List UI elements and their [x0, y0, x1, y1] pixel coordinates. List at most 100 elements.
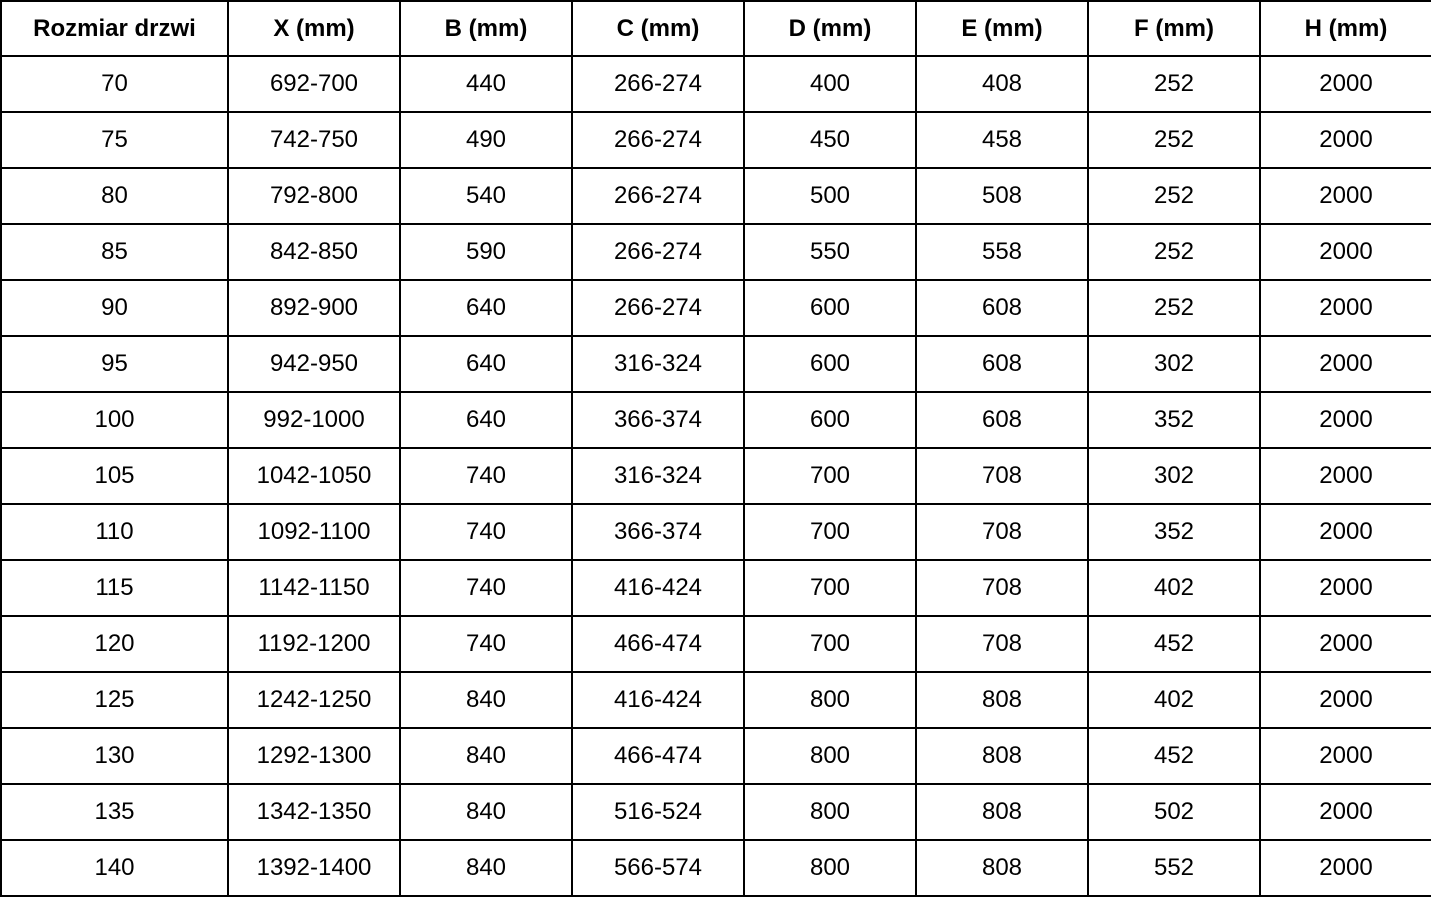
dimension-cell: 590 [399, 223, 573, 281]
dimension-cell: 742-750 [227, 111, 401, 169]
dimension-cell: 450 [743, 111, 917, 169]
table-row: 120 1192-1200 740 466-474 700 708 452 2000 [0, 615, 1431, 673]
dimension-cell: 892-900 [227, 279, 401, 337]
dimension-cell: 640 [399, 391, 573, 449]
table-row: 110 1092-1100 740 366-374 700 708 352 2000 [0, 503, 1431, 561]
dimension-cell: 500 [743, 167, 917, 225]
dimension-cell: 842-850 [227, 223, 401, 281]
dimension-cell: 2000 [1259, 55, 1431, 113]
dimension-cell: 2000 [1259, 671, 1431, 729]
table-row: 70 692-700 440 266-274 400 408 252 2000 [0, 55, 1431, 113]
table-header: Rozmiar drzwi X (mm) B (mm) C (mm) D (mm) E (… [0, 0, 1431, 57]
table-row: 90 892-900 640 266-274 600 608 252 2000 [0, 279, 1431, 337]
dimension-cell: 266-274 [571, 55, 745, 113]
dimension-cell: 700 [743, 447, 917, 505]
dimension-cell: 266-274 [571, 279, 745, 337]
dimension-cell: 942-950 [227, 335, 401, 393]
dimension-cell: 366-374 [571, 391, 745, 449]
dimension-cell: 1142-1150 [227, 559, 401, 617]
dimension-cell: 600 [743, 335, 917, 393]
dimension-cell: 608 [915, 335, 1089, 393]
dimension-cell: 708 [915, 503, 1089, 561]
column-header: B (mm) [399, 0, 573, 57]
dimension-cell: 452 [1087, 615, 1261, 673]
dimension-cell: 808 [915, 783, 1089, 841]
dimension-cell: 408 [915, 55, 1089, 113]
dimension-cell: 1092-1100 [227, 503, 401, 561]
dimension-cell: 700 [743, 503, 917, 561]
table-row: 135 1342-1350 840 516-524 800 808 502 2000 [0, 783, 1431, 841]
dimension-cell: 352 [1087, 391, 1261, 449]
door-size-cell: 105 [0, 447, 229, 505]
dimension-cell: 2000 [1259, 727, 1431, 785]
dimension-cell: 252 [1087, 279, 1261, 337]
table-body: 70 692-700 440 266-274 400 408 252 2000 75 742-75… [0, 55, 1431, 897]
dimension-cell: 502 [1087, 783, 1261, 841]
dimension-cell: 400 [743, 55, 917, 113]
dimension-cell: 2000 [1259, 335, 1431, 393]
dimension-cell: 1042-1050 [227, 447, 401, 505]
column-header: F (mm) [1087, 0, 1261, 57]
dimension-cell: 840 [399, 727, 573, 785]
door-size-cell: 130 [0, 727, 229, 785]
dimension-cell: 840 [399, 783, 573, 841]
dimension-cell: 792-800 [227, 167, 401, 225]
door-size-cell: 125 [0, 671, 229, 729]
dimension-cell: 558 [915, 223, 1089, 281]
dimension-cell: 2000 [1259, 447, 1431, 505]
dimension-cell: 1242-1250 [227, 671, 401, 729]
door-size-cell: 120 [0, 615, 229, 673]
dimension-cell: 708 [915, 447, 1089, 505]
dimension-cell: 640 [399, 335, 573, 393]
dimension-cell: 550 [743, 223, 917, 281]
door-size-cell: 115 [0, 559, 229, 617]
table-row: 100 992-1000 640 366-374 600 608 352 2000 [0, 391, 1431, 449]
dimension-cell: 252 [1087, 55, 1261, 113]
dimension-cell: 608 [915, 279, 1089, 337]
dimension-cell: 266-274 [571, 223, 745, 281]
dimension-cell: 700 [743, 559, 917, 617]
dimension-cell: 252 [1087, 223, 1261, 281]
dimension-cell: 466-474 [571, 615, 745, 673]
dimension-cell: 808 [915, 839, 1089, 897]
table-row: 125 1242-1250 840 416-424 800 808 402 2000 [0, 671, 1431, 729]
door-size-cell: 70 [0, 55, 229, 113]
dimension-cell: 366-374 [571, 503, 745, 561]
dimension-cell: 2000 [1259, 839, 1431, 897]
dimension-cell: 458 [915, 111, 1089, 169]
dimension-cell: 600 [743, 391, 917, 449]
door-size-cell: 75 [0, 111, 229, 169]
dimension-cell: 608 [915, 391, 1089, 449]
dimension-cell: 1292-1300 [227, 727, 401, 785]
header-row: Rozmiar drzwi X (mm) B (mm) C (mm) D (mm) E (… [0, 0, 1431, 57]
dimension-cell: 416-424 [571, 559, 745, 617]
door-size-cell: 90 [0, 279, 229, 337]
table-row: 140 1392-1400 840 566-574 800 808 552 2000 [0, 839, 1431, 897]
dimension-cell: 302 [1087, 447, 1261, 505]
dimension-cell: 1342-1350 [227, 783, 401, 841]
dimension-cell: 708 [915, 615, 1089, 673]
table-row: 115 1142-1150 740 416-424 700 708 402 2000 [0, 559, 1431, 617]
dimension-cell: 2000 [1259, 391, 1431, 449]
door-size-cell: 110 [0, 503, 229, 561]
dimension-cell: 808 [915, 727, 1089, 785]
dimension-cell: 266-274 [571, 167, 745, 225]
dimension-cell: 316-324 [571, 335, 745, 393]
dimension-cell: 840 [399, 839, 573, 897]
dimension-cell: 540 [399, 167, 573, 225]
table-row: 105 1042-1050 740 316-324 700 708 302 2000 [0, 447, 1431, 505]
dimension-cell: 516-524 [571, 783, 745, 841]
column-header: X (mm) [227, 0, 401, 57]
table-row: 95 942-950 640 316-324 600 608 302 2000 [0, 335, 1431, 393]
table-row: 75 742-750 490 266-274 450 458 252 2000 [0, 111, 1431, 169]
door-size-cell: 80 [0, 167, 229, 225]
dimension-cell: 600 [743, 279, 917, 337]
door-size-cell: 100 [0, 391, 229, 449]
dimension-cell: 2000 [1259, 615, 1431, 673]
dimension-cell: 466-474 [571, 727, 745, 785]
door-size-cell: 140 [0, 839, 229, 897]
door-size-cell: 85 [0, 223, 229, 281]
column-header: E (mm) [915, 0, 1089, 57]
dimension-cell: 402 [1087, 559, 1261, 617]
